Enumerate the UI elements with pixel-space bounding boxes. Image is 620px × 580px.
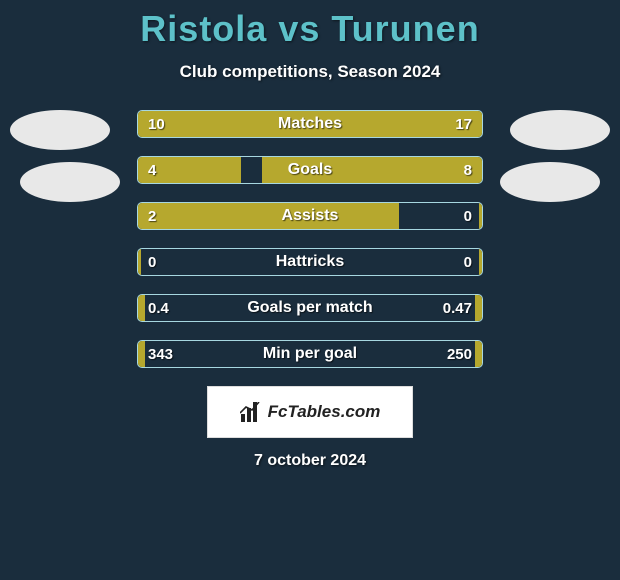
- site-badge-text: FcTables.com: [268, 402, 381, 422]
- player-photo-left-2: [20, 162, 120, 202]
- bar-row: 343250Min per goal: [137, 340, 483, 368]
- page-subtitle: Club competitions, Season 2024: [0, 62, 620, 82]
- player-photo-right-2: [500, 162, 600, 202]
- page-title: Ristola vs Turunen: [0, 8, 620, 50]
- bar-row: 20Assists: [137, 202, 483, 230]
- bar-row: 1017Matches: [137, 110, 483, 138]
- header: Ristola vs Turunen Club competitions, Se…: [0, 0, 620, 82]
- bar-chart-icon: [240, 402, 262, 422]
- bar-row: 0.40.47Goals per match: [137, 294, 483, 322]
- bar-row: 48Goals: [137, 156, 483, 184]
- footer-date: 7 october 2024: [0, 452, 620, 470]
- player-photo-right-1: [510, 110, 610, 150]
- bar-row: 00Hattricks: [137, 248, 483, 276]
- bar-label: Matches: [138, 111, 482, 137]
- bar-label: Min per goal: [138, 341, 482, 367]
- site-badge[interactable]: FcTables.com: [207, 386, 413, 438]
- bar-label: Hattricks: [138, 249, 482, 275]
- comparison-chart: 1017Matches 48Goals 20Assists 00Hattricks 0.…: [0, 110, 620, 470]
- bar-label: Assists: [138, 203, 482, 229]
- bar-list: 1017Matches 48Goals 20Assists 00Hattricks 0.…: [137, 110, 483, 368]
- bar-label: Goals per match: [138, 295, 482, 321]
- player-photo-left-1: [10, 110, 110, 150]
- bar-label: Goals: [138, 157, 482, 183]
